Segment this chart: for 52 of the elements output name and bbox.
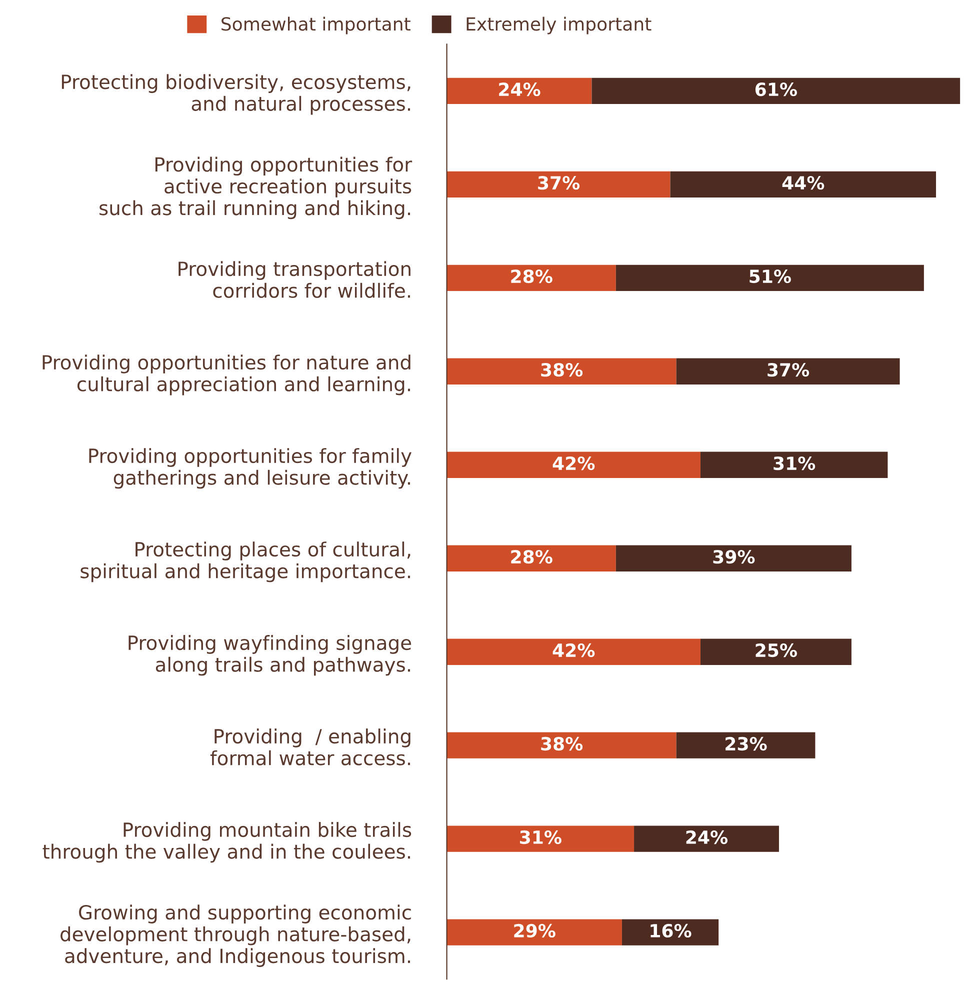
y-tick-label: Providing opportunities for active recreation pursuits such as trail running and hiking.: [100, 156, 412, 220]
bar: [670, 171, 936, 198]
bar: [616, 264, 924, 291]
bar: [446, 358, 676, 384]
y-tick-label: Providing opportunities for family gatherings and leisure activity.: [89, 448, 412, 489]
bar: [676, 358, 900, 384]
data-label: 37%: [538, 176, 580, 190]
legend-label: Somewhat important: [222, 16, 410, 34]
data-label: 42%: [552, 643, 595, 658]
y-tick-label: Growing and supporting economic development through nature-based, adventure, and Indigenous tourism.: [60, 904, 411, 967]
data-label: 61%: [755, 82, 797, 96]
data-label: 28%: [511, 269, 552, 284]
bar: [446, 638, 700, 665]
bar: [446, 78, 592, 104]
data-label: 23%: [726, 736, 767, 751]
data-label: 39%: [713, 550, 755, 564]
data-label: 24%: [686, 830, 728, 844]
bar: [634, 826, 779, 852]
bar: [446, 919, 622, 946]
data-label: 37%: [768, 362, 810, 377]
data-label: 29%: [514, 924, 556, 938]
bar: [446, 826, 634, 852]
data-label: 28%: [511, 550, 552, 564]
data-label: 16%: [650, 924, 692, 938]
y-tick-label: Providing mountain bike trails through the valley and in the coulees.: [42, 822, 412, 863]
data-label: 38%: [541, 362, 583, 377]
legend-label: Extremely important: [466, 16, 652, 34]
data-label: 31%: [520, 830, 562, 844]
bar: [446, 732, 676, 758]
data-label: 24%: [499, 82, 540, 96]
bar: [446, 171, 670, 198]
y-tick-label: Providing transportation corridors for wildlife.: [178, 261, 410, 298]
y-tick-label: Protecting places of cultural, spiritual and heritage importance.: [80, 542, 410, 582]
bar: [592, 78, 960, 104]
data-label: 44%: [782, 176, 824, 190]
bar: [446, 452, 700, 478]
bar: [622, 919, 719, 946]
bar: [700, 638, 852, 665]
bar: [446, 545, 616, 572]
data-label: 51%: [750, 269, 791, 284]
y-tick-label: Providing / enabling formal water access.: [210, 728, 410, 766]
data-label: 25%: [756, 643, 797, 658]
bar: [616, 545, 852, 572]
bar: [700, 452, 888, 478]
data-label: 38%: [541, 736, 583, 751]
data-label: 42%: [552, 456, 595, 470]
data-label: 31%: [774, 456, 816, 470]
y-tick-label: Providing opportunities for nature and cultural appreciation and learning.: [42, 354, 410, 396]
bar: [676, 732, 816, 758]
y-tick-label: Protecting biodiversity, ecosystems, and natural processes.: [62, 74, 410, 115]
y-tick-label: Providing wayfinding signage along trails and pathways.: [128, 635, 412, 676]
bar: [446, 264, 616, 291]
